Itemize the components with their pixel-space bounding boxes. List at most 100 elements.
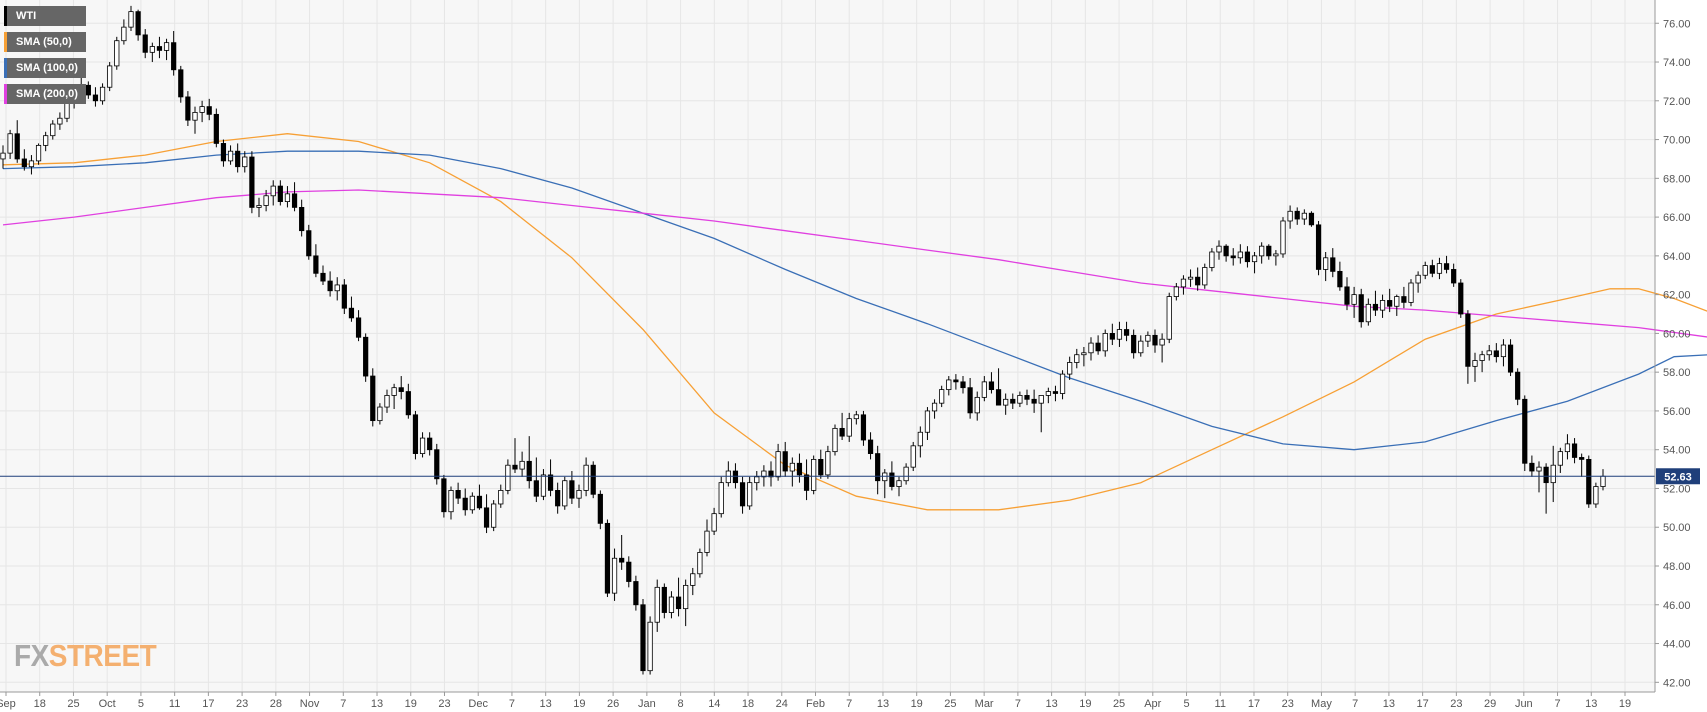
candle <box>99 83 106 105</box>
candle-body <box>483 507 490 528</box>
x-tick-label: Dec <box>468 698 488 710</box>
candle <box>284 186 291 208</box>
candle <box>1337 261 1343 291</box>
candle <box>924 407 931 441</box>
candle <box>419 432 426 458</box>
candle-body <box>1337 270 1343 288</box>
candle <box>931 399 938 419</box>
candle-body <box>604 522 611 594</box>
candle <box>875 445 881 495</box>
last-price-badge <box>1656 468 1700 485</box>
candle-body <box>711 513 717 532</box>
candle-body <box>846 418 852 437</box>
candle <box>21 149 27 171</box>
candle <box>1074 348 1080 369</box>
candle-body <box>163 42 170 51</box>
x-tick-label: 13 <box>1585 698 1597 710</box>
candle-body <box>1358 294 1364 323</box>
candle <box>811 455 817 495</box>
legend-item-sma-100[interactable]: SMA (100,0) <box>4 58 86 78</box>
candle <box>917 426 923 458</box>
x-tick-label: 8 <box>678 698 684 710</box>
x-axis: Sep 18 25 Oct 5 11 17 23 28 Nov 7 13 19 23 Dec 7 13 19 26 J… <box>0 691 1655 710</box>
candle-body <box>896 480 902 487</box>
x-tick-label: 28 <box>270 698 282 710</box>
candle-body <box>853 414 859 420</box>
candle <box>114 36 120 70</box>
candle <box>363 333 369 382</box>
candle-body <box>398 387 404 392</box>
candle <box>320 265 326 285</box>
candle-body <box>1209 251 1215 268</box>
y-axis: 42.00 44.00 46.00 48.00 50.00 52.00 54.00 56.00… <box>1654 0 1691 692</box>
candle-body <box>263 195 269 206</box>
candle <box>277 180 283 206</box>
candle <box>626 556 632 588</box>
candle <box>85 81 91 99</box>
candle <box>974 391 980 421</box>
candle-body <box>1031 398 1037 404</box>
candle <box>14 120 20 163</box>
y-tick-label: 50.00 <box>1663 522 1691 534</box>
candle <box>476 484 483 510</box>
candle <box>818 449 824 479</box>
candle-body <box>1479 354 1485 361</box>
last-price-label: 52.63 <box>1664 471 1692 483</box>
y-tick-label: 76.00 <box>1663 18 1691 30</box>
candle-body <box>249 156 255 208</box>
candle-body <box>675 596 682 610</box>
candle <box>1038 395 1044 433</box>
candle-body <box>1458 282 1464 315</box>
candle-body <box>1593 486 1599 505</box>
candle <box>1109 323 1115 346</box>
candle-body <box>256 205 262 208</box>
legend-item-wti[interactable]: WTI <box>4 6 86 26</box>
candle <box>1443 255 1450 274</box>
grid-lines <box>0 0 1655 692</box>
candle-body <box>1052 391 1059 394</box>
candle-body <box>590 464 596 495</box>
candle <box>43 131 49 152</box>
candle <box>398 376 404 400</box>
candle-body <box>988 381 995 391</box>
candle <box>384 389 390 413</box>
candle-body <box>931 402 938 412</box>
candle <box>1365 298 1371 326</box>
x-tick-label: 19 <box>573 698 585 710</box>
candle-body <box>654 586 660 623</box>
candle-body <box>1095 342 1101 352</box>
legend-item-sma-200[interactable]: SMA (200,0) <box>4 84 86 104</box>
x-tick-label: 23 <box>1282 698 1294 710</box>
candle-body <box>718 482 724 515</box>
candle <box>455 482 461 504</box>
candle <box>661 583 667 619</box>
candle <box>910 441 916 472</box>
x-tick-label: 26 <box>607 698 619 710</box>
candle <box>896 476 902 497</box>
candle-body <box>1003 398 1009 406</box>
candle <box>469 492 475 514</box>
candle-body <box>178 69 184 98</box>
candle-body <box>860 414 867 441</box>
candle <box>1507 339 1514 377</box>
candle <box>1330 248 1336 278</box>
candle-body <box>21 158 27 168</box>
candle-body <box>441 478 447 513</box>
candle <box>576 484 582 508</box>
y-tick-label: 70.00 <box>1663 135 1691 147</box>
candle <box>1031 389 1037 413</box>
x-tick-label: Apr <box>1144 698 1161 710</box>
candle <box>1259 242 1265 264</box>
candle <box>747 476 753 510</box>
x-tick-label: 25 <box>67 698 79 710</box>
candle-body <box>761 470 767 478</box>
candle-body <box>540 474 547 497</box>
candle <box>690 567 696 596</box>
x-tick-label: 14 <box>708 698 720 710</box>
x-tick-label: 7 <box>1352 698 1358 710</box>
legend-item-sma-50[interactable]: SMA (50,0) <box>4 32 86 52</box>
candle-body <box>462 497 468 511</box>
y-tick-label: 68.00 <box>1663 173 1691 185</box>
candle-body <box>1557 451 1563 466</box>
candle <box>1045 387 1051 404</box>
